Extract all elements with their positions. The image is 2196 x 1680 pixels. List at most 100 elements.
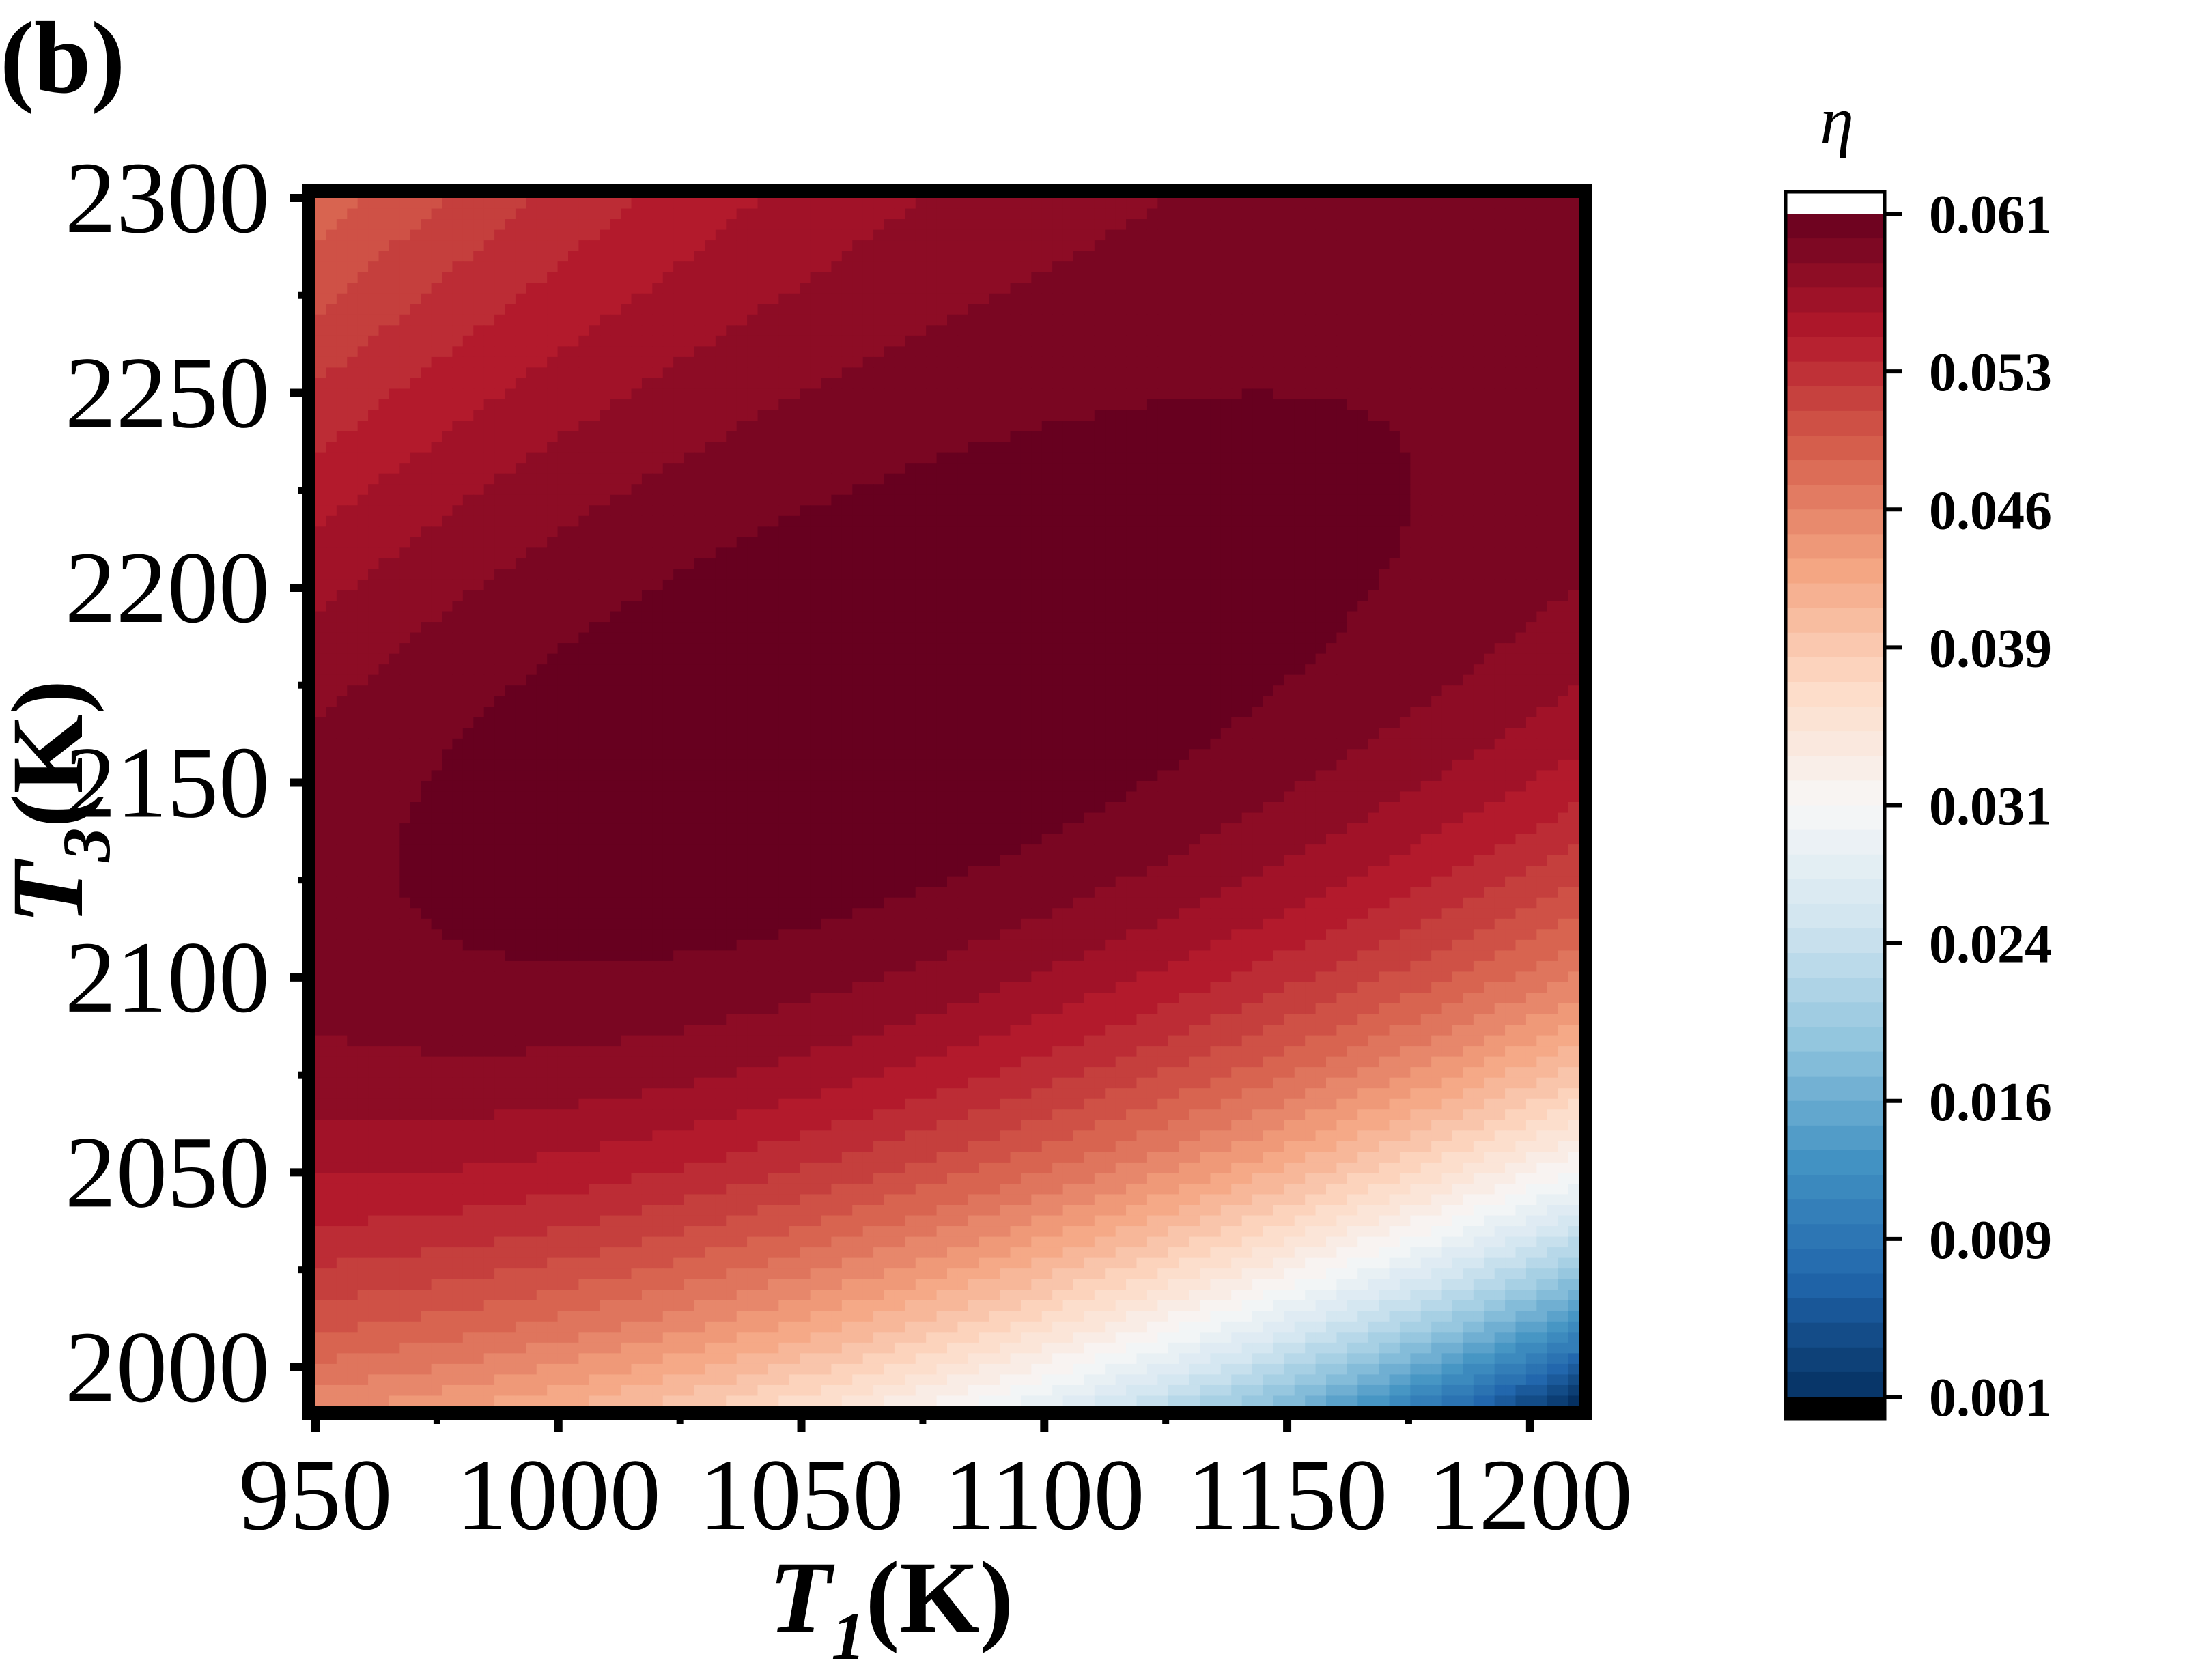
heatmap-cell	[673, 494, 685, 507]
heatmap-cell	[1273, 547, 1285, 559]
heatmap-cell	[1146, 283, 1159, 294]
heatmap-cell	[1105, 611, 1116, 623]
heatmap-cell	[1200, 526, 1211, 538]
heatmap-cell	[726, 293, 737, 305]
heatmap-cell	[1357, 494, 1369, 507]
heatmap-cell	[462, 356, 475, 369]
heatmap-cell	[726, 579, 737, 591]
heatmap-cell	[1073, 473, 1085, 485]
heatmap-cell	[715, 240, 727, 252]
heatmap-cell	[1252, 346, 1264, 358]
heatmap-cell	[726, 431, 737, 442]
heatmap-cell	[1168, 537, 1179, 549]
heatmap-cell	[705, 611, 716, 623]
heatmap-cell	[578, 431, 590, 442]
heatmap-cell	[505, 261, 516, 273]
heatmap-cell	[841, 399, 854, 411]
heatmap-cell	[1505, 547, 1517, 559]
heatmap-cell	[1284, 569, 1295, 580]
heatmap-cell	[1547, 452, 1558, 464]
heatmap-cell	[431, 325, 442, 337]
heatmap-cell	[1379, 304, 1390, 315]
heatmap-cell	[694, 261, 706, 273]
heatmap-cell	[715, 537, 727, 549]
heatmap-cell	[1515, 388, 1527, 400]
heatmap-cell	[1389, 547, 1400, 559]
heatmap-cell	[800, 356, 811, 369]
heatmap-cell	[526, 346, 537, 358]
heatmap-cell	[1241, 558, 1253, 570]
heatmap-cell	[1010, 569, 1022, 580]
heatmap-cell	[810, 410, 821, 421]
heatmap-cell	[1084, 622, 1095, 633]
heatmap-cell	[515, 452, 527, 464]
heatmap-cell	[831, 442, 843, 453]
heatmap-cell	[1410, 537, 1422, 549]
heatmap-cell	[1252, 283, 1264, 294]
heatmap-cell	[841, 346, 854, 358]
heatmap-cell	[1146, 335, 1159, 347]
heatmap-cell	[821, 558, 832, 570]
heatmap-cell	[862, 219, 874, 231]
heatmap-cell	[947, 240, 959, 252]
heatmap-cell	[915, 505, 927, 517]
heatmap-cell	[1105, 325, 1116, 337]
heatmap-cell	[1062, 356, 1074, 369]
heatmap-cell	[873, 356, 885, 369]
heatmap-cell	[1326, 569, 1338, 580]
heatmap-cell	[1294, 622, 1306, 633]
heatmap-cell	[1094, 431, 1106, 442]
heatmap-cell	[515, 261, 527, 273]
heatmap-cell	[389, 251, 401, 262]
heatmap-cell	[747, 219, 759, 231]
heatmap-cell	[526, 198, 537, 210]
heatmap-cell	[1210, 569, 1222, 580]
heatmap-cell	[547, 505, 559, 517]
heatmap-cell	[1473, 515, 1485, 528]
heatmap-cell	[547, 463, 559, 474]
heatmap-cell	[684, 515, 695, 528]
heatmap-cell	[336, 421, 348, 432]
heatmap-cell	[957, 515, 969, 528]
heatmap-cell	[568, 569, 580, 580]
heatmap-cell	[483, 251, 495, 262]
heatmap-cell	[1220, 431, 1233, 442]
heatmap-cell	[1231, 590, 1243, 601]
heatmap-cell	[1420, 484, 1432, 496]
heatmap-cell	[1136, 463, 1148, 474]
heatmap-cell	[326, 494, 337, 507]
heatmap-cell	[673, 261, 685, 273]
heatmap-cell	[347, 335, 358, 347]
heatmap-cell	[1547, 505, 1558, 517]
heatmap-cell	[1357, 356, 1369, 369]
heatmap-cell	[747, 484, 759, 496]
heatmap-cell	[715, 388, 727, 400]
heatmap-cell	[768, 547, 780, 559]
heatmap-cell	[1452, 537, 1464, 549]
heatmap-cell	[568, 367, 580, 379]
heatmap-cell	[641, 473, 653, 485]
heatmap-cell	[1379, 219, 1390, 231]
heatmap-cell	[957, 261, 969, 273]
heatmap-cell	[1115, 484, 1127, 496]
heatmap-cell	[1558, 198, 1569, 210]
heatmap-cell	[1041, 208, 1053, 220]
heatmap-cell	[1115, 526, 1127, 538]
heatmap-cell	[715, 442, 727, 453]
heatmap-cell	[1020, 601, 1032, 612]
heatmap-cell	[1441, 367, 1453, 379]
heatmap-cell	[1210, 590, 1222, 601]
heatmap-cell	[1505, 388, 1517, 400]
heatmap-cell	[536, 590, 548, 601]
heatmap-cell	[789, 229, 800, 241]
heatmap-cell	[1347, 601, 1359, 612]
heatmap-cell	[505, 325, 516, 337]
heatmap-cell	[1241, 590, 1253, 601]
heatmap-cell	[1210, 410, 1222, 421]
heatmap-cell	[1105, 494, 1116, 507]
heatmap-cell	[1200, 463, 1211, 474]
heatmap-cell	[1357, 378, 1369, 390]
heatmap-cell	[610, 579, 621, 591]
heatmap-cell	[536, 229, 548, 241]
heatmap-cell	[810, 335, 821, 347]
